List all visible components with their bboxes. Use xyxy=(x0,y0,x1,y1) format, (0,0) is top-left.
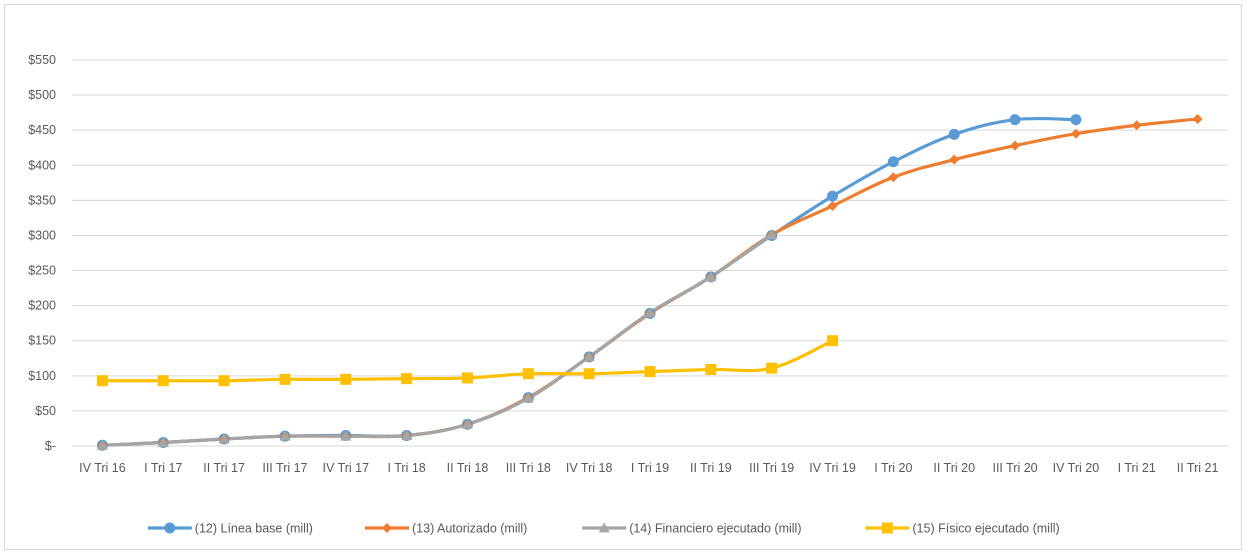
legend: (12) Línea base (mill) (13) Autorizado (m… xyxy=(147,522,1060,536)
x-tick-label: III Tri 17 xyxy=(262,461,307,475)
x-tick-label: II Tri 19 xyxy=(690,461,732,475)
legend-label: (13) Autorizado (mill) xyxy=(412,522,527,536)
x-tick-label: I Tri 17 xyxy=(144,461,182,475)
data-point-series-4 xyxy=(157,375,169,387)
legend-marker xyxy=(881,522,893,534)
legend-label: (15) Físico ejecutado (mill) xyxy=(912,522,1059,536)
data-point-series-4 xyxy=(461,372,473,384)
series-lines xyxy=(100,116,1200,447)
data-point-series-1 xyxy=(887,156,899,168)
y-tick-label: $50 xyxy=(35,404,56,418)
series-line-3 xyxy=(100,233,774,447)
legend-item: (12) Línea base (mill) xyxy=(147,522,313,536)
data-point-series-4 xyxy=(766,362,778,374)
y-tick-label: $250 xyxy=(28,264,56,278)
y-tick-label: $350 xyxy=(28,193,56,207)
y-tick-label: $- xyxy=(45,439,56,453)
legend-item: (14) Financiero ejecutado (mill) xyxy=(582,522,801,536)
data-point-series-3 xyxy=(401,429,413,440)
x-tick-label: II Tri 18 xyxy=(447,461,489,475)
data-point-series-1 xyxy=(827,190,839,202)
y-tick-label: $300 xyxy=(28,228,56,242)
y-tick-label: $100 xyxy=(28,369,56,383)
x-tick-label: IV Tri 16 xyxy=(79,461,126,475)
data-point-series-2 xyxy=(949,154,960,165)
series-markers xyxy=(96,113,1203,451)
legend-marker xyxy=(598,522,610,533)
x-tick-label: II Tri 20 xyxy=(933,461,975,475)
data-point-series-3 xyxy=(766,229,778,240)
x-tick-label: IV Tri 17 xyxy=(323,461,370,475)
data-point-series-4 xyxy=(340,373,352,385)
data-point-series-2 xyxy=(1010,140,1021,151)
data-point-series-1 xyxy=(948,128,960,140)
x-tick-label: II Tri 17 xyxy=(203,461,245,475)
x-tick-label: I Tri 20 xyxy=(874,461,912,475)
data-point-series-2 xyxy=(1131,120,1142,131)
legend-label: (14) Financiero ejecutado (mill) xyxy=(629,522,801,536)
y-axis-tick-labels: $- $50 $100 $150 $200 $250 $300 $350 $400 $450 $50… xyxy=(28,53,56,453)
data-point-series-3 xyxy=(157,436,169,447)
data-point-series-3 xyxy=(279,430,291,441)
data-point-series-2 xyxy=(1192,113,1203,124)
data-point-series-2 xyxy=(888,172,899,183)
data-point-series-4 xyxy=(279,373,291,385)
data-point-series-1 xyxy=(1070,114,1082,126)
x-tick-label: IV Tri 20 xyxy=(1053,461,1100,475)
data-point-series-4 xyxy=(401,373,413,385)
y-tick-label: $450 xyxy=(28,123,56,137)
x-tick-label: IV Tri 18 xyxy=(566,461,613,475)
x-tick-label: IV Tri 19 xyxy=(809,461,856,475)
data-point-series-4 xyxy=(705,364,717,376)
data-point-series-3 xyxy=(218,433,230,444)
data-point-series-2 xyxy=(827,200,838,211)
data-point-series-3 xyxy=(522,392,534,403)
y-tick-label: $150 xyxy=(28,334,56,348)
data-point-series-4 xyxy=(218,375,230,387)
x-tick-label: I Tri 18 xyxy=(388,461,426,475)
data-point-series-1 xyxy=(1009,114,1021,126)
data-point-series-3 xyxy=(340,430,352,441)
data-point-series-3 xyxy=(644,307,656,318)
y-tick-label: $400 xyxy=(28,158,56,172)
series-line-2 xyxy=(100,117,1200,447)
x-axis-tick-labels: IV Tri 16 I Tri 17 II Tri 17 III Tri 17 IV T… xyxy=(79,461,1218,475)
data-point-series-4 xyxy=(583,368,595,380)
y-tick-label: $550 xyxy=(28,53,56,67)
data-point-series-4 xyxy=(96,375,108,387)
data-point-series-4 xyxy=(522,368,534,380)
gridlines xyxy=(72,59,1228,447)
legend-marker xyxy=(382,523,392,533)
legend-label: (12) Línea base (mill) xyxy=(195,522,313,536)
legend-item: (13) Autorizado (mill) xyxy=(365,522,527,536)
data-point-series-3 xyxy=(705,271,717,282)
legend-marker xyxy=(164,522,176,534)
data-point-series-4 xyxy=(644,366,656,378)
x-tick-label: III Tri 20 xyxy=(992,461,1037,475)
x-tick-label: I Tri 21 xyxy=(1118,461,1156,475)
x-tick-label: III Tri 18 xyxy=(506,461,551,475)
legend-item: (15) Físico ejecutado (mill) xyxy=(865,522,1060,536)
y-tick-label: $200 xyxy=(28,299,56,313)
y-tick-label: $500 xyxy=(28,88,56,102)
data-point-series-3 xyxy=(96,439,108,450)
data-point-series-4 xyxy=(827,335,839,347)
x-tick-label: III Tri 19 xyxy=(749,461,794,475)
x-tick-label: II Tri 21 xyxy=(1177,461,1219,475)
data-point-series-3 xyxy=(461,418,473,429)
data-point-series-3 xyxy=(583,351,595,362)
data-point-series-2 xyxy=(1070,128,1081,139)
x-tick-label: I Tri 19 xyxy=(631,461,669,475)
